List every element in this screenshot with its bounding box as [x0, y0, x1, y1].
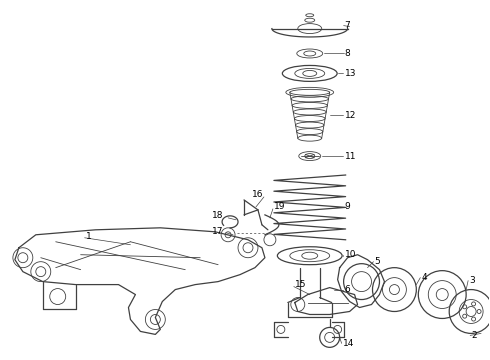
- Text: 7: 7: [344, 21, 350, 30]
- Text: 3: 3: [469, 276, 475, 285]
- Text: 6: 6: [344, 285, 350, 294]
- Text: 9: 9: [344, 202, 350, 211]
- Text: 1: 1: [86, 232, 91, 241]
- Text: 4: 4: [421, 273, 427, 282]
- Text: 10: 10: [344, 250, 356, 259]
- Text: 17: 17: [212, 227, 223, 236]
- Text: 8: 8: [344, 49, 350, 58]
- Text: 16: 16: [252, 190, 264, 199]
- Text: 18: 18: [212, 211, 223, 220]
- Text: 13: 13: [344, 69, 356, 78]
- Text: 2: 2: [471, 331, 477, 340]
- Text: 15: 15: [295, 280, 306, 289]
- Text: 12: 12: [344, 111, 356, 120]
- Text: 11: 11: [344, 152, 356, 161]
- Text: 19: 19: [274, 202, 285, 211]
- Text: 5: 5: [374, 257, 380, 266]
- Text: 14: 14: [343, 339, 354, 348]
